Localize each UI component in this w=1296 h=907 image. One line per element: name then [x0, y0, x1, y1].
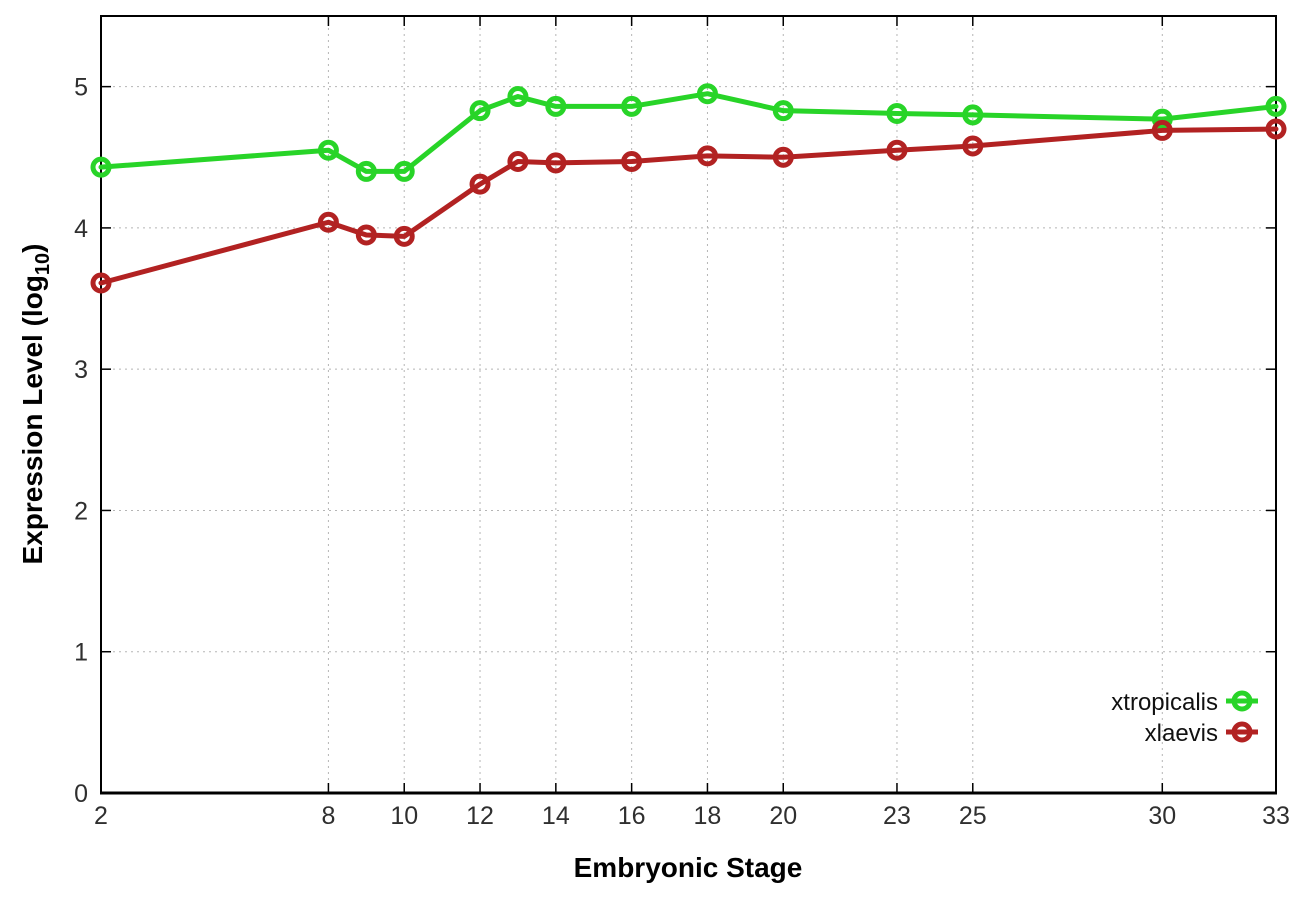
y-tick-label: 0	[74, 780, 88, 808]
data-point-xlaevis	[469, 173, 491, 195]
legend-marker-xtropicalis	[1231, 690, 1253, 712]
data-point-xlaevis	[1265, 118, 1287, 140]
data-point-xtropicalis	[621, 95, 643, 117]
grid-layer	[101, 16, 1276, 793]
data-point-xlaevis	[90, 272, 112, 294]
x-tick-label: 14	[542, 802, 570, 830]
x-tick-label: 8	[321, 802, 335, 830]
data-point-xtropicalis	[469, 100, 491, 122]
x-tick-label: 25	[959, 802, 987, 830]
x-tick-label: 16	[618, 802, 646, 830]
data-point-xtropicalis	[1265, 95, 1287, 117]
data-point-xlaevis	[1151, 119, 1173, 141]
data-point-xtropicalis	[1151, 108, 1173, 130]
legend-marker-xlaevis	[1231, 721, 1253, 743]
data-point-xlaevis	[507, 151, 529, 173]
x-tick-label: 33	[1262, 802, 1290, 830]
y-tick-label: 5	[74, 74, 88, 102]
y-axis-label-subscript: 10	[32, 253, 54, 275]
data-point-xtropicalis	[355, 160, 377, 182]
legend: xtropicalis xlaevis	[1111, 689, 1258, 747]
data-point-xtropicalis	[886, 102, 908, 124]
legend-label-xlaevis: xlaevis	[1145, 720, 1218, 747]
series-layer	[90, 83, 1287, 294]
y-tick-label: 3	[74, 356, 88, 384]
data-point-xtropicalis	[507, 86, 529, 108]
x-axis-label: Embryonic Stage	[574, 852, 803, 883]
plot-border	[100, 15, 1277, 794]
data-point-xlaevis	[886, 139, 908, 161]
data-point-xtropicalis	[545, 95, 567, 117]
legend-label-xtropicalis: xtropicalis	[1111, 689, 1218, 716]
data-point-xlaevis	[545, 152, 567, 174]
x-tick-label: 23	[883, 802, 911, 830]
data-point-xlaevis	[355, 224, 377, 246]
data-point-xtropicalis	[317, 139, 339, 161]
y-axis-label-main: Expression Level (log	[17, 275, 48, 564]
data-point-xtropicalis	[393, 160, 415, 182]
data-point-xtropicalis	[90, 156, 112, 178]
y-tick-label: 2	[74, 497, 88, 525]
data-point-xlaevis	[393, 225, 415, 247]
x-tick-label: 20	[769, 802, 797, 830]
y-tick-label: 4	[74, 215, 88, 243]
data-point-xtropicalis	[696, 83, 718, 105]
data-point-xlaevis	[621, 151, 643, 173]
y-axis-label: Expression Level (log10)	[17, 244, 54, 565]
x-tick-label: 18	[694, 802, 722, 830]
data-point-xtropicalis	[772, 100, 794, 122]
data-point-xlaevis	[696, 145, 718, 167]
data-point-xtropicalis	[962, 104, 984, 126]
tick-layer	[100, 16, 1277, 794]
y-tick-label: 1	[74, 639, 88, 667]
data-point-xlaevis	[772, 146, 794, 168]
y-axis-label-close: )	[17, 244, 48, 253]
x-tick-label: 10	[390, 802, 418, 830]
data-point-xlaevis	[962, 135, 984, 157]
x-tick-label: 30	[1148, 802, 1176, 830]
plot-frame	[100, 15, 1277, 795]
x-tick-label: 12	[466, 802, 494, 830]
data-point-xlaevis	[317, 211, 339, 233]
x-tick-label: 2	[94, 802, 108, 830]
